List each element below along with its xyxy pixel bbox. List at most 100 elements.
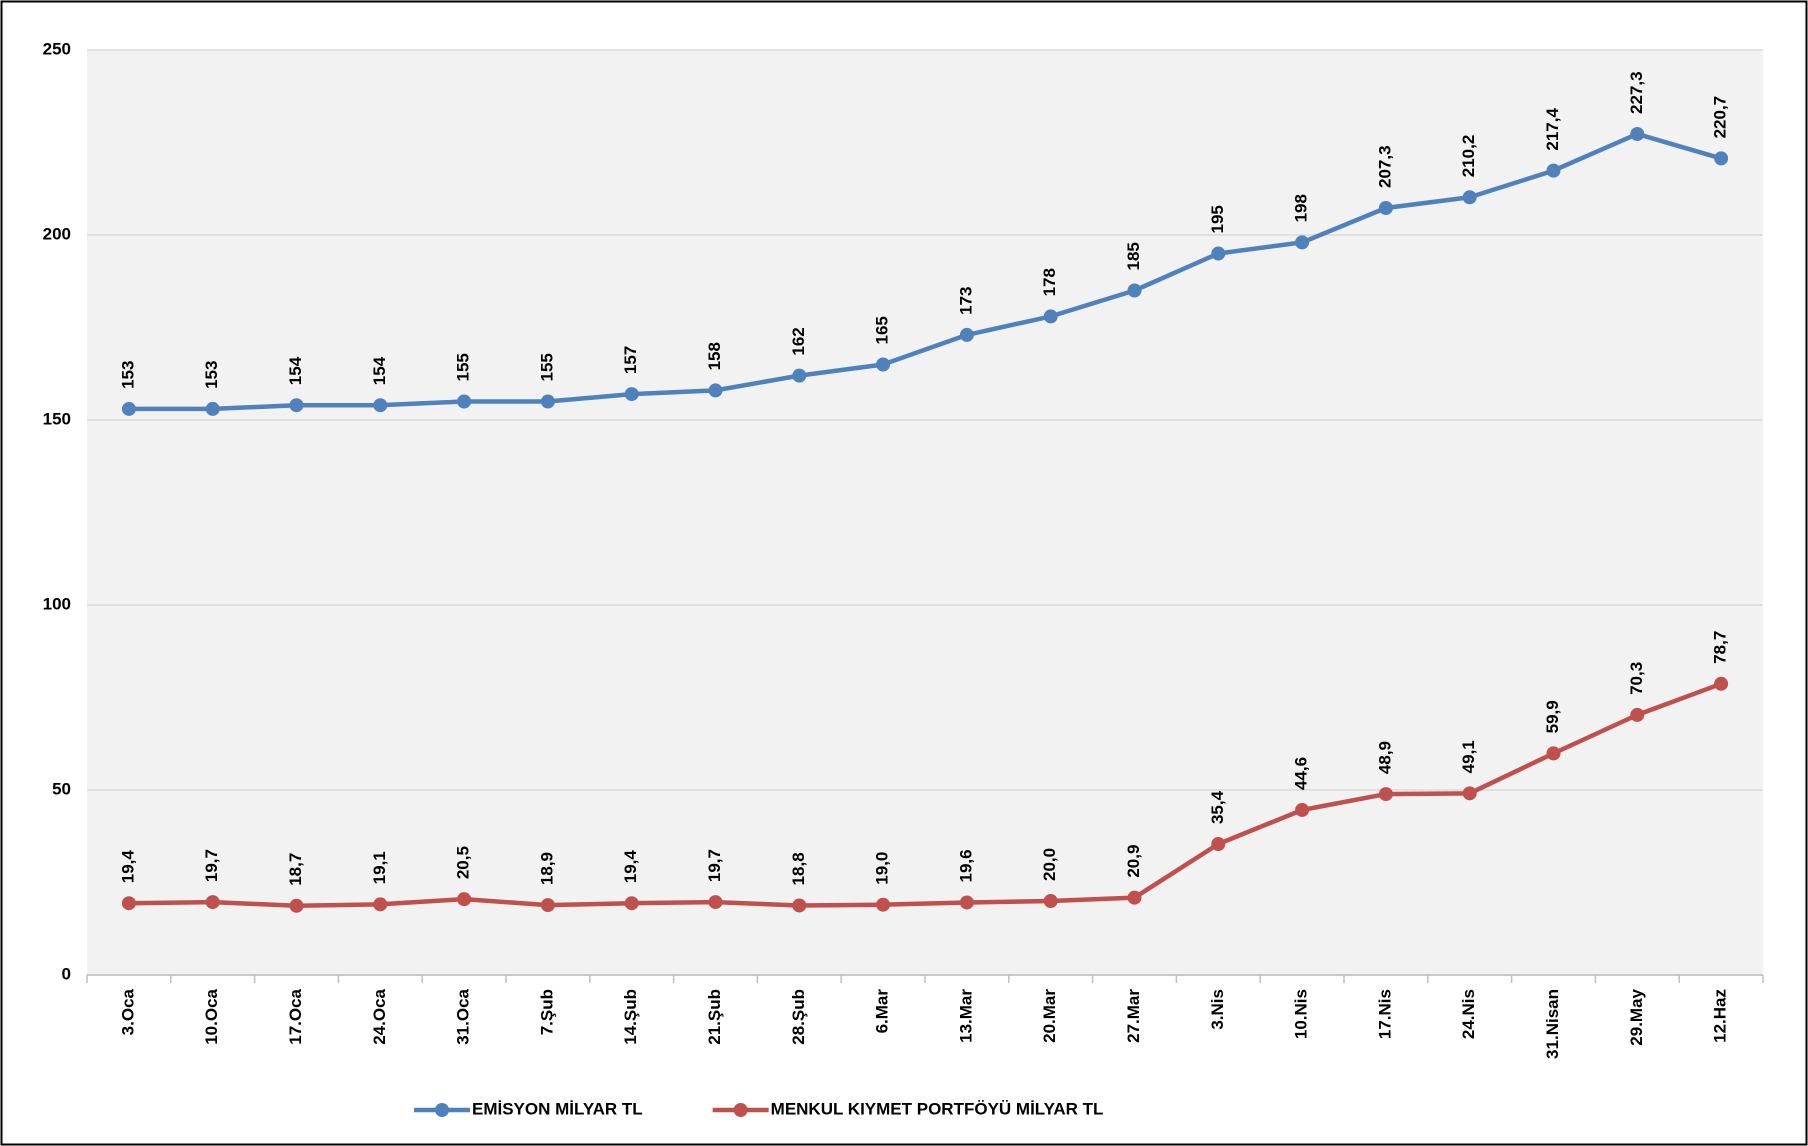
series-line [128,681,1722,909]
data-label: 220,7 [1711,96,1730,139]
data-label: 154 [286,356,305,385]
data-point [1462,786,1477,801]
data-label: 19,4 [118,850,137,884]
data-label: 19,7 [705,849,724,882]
y-tick-label: 250 [43,39,71,58]
legend-marker [435,1103,449,1117]
data-label: 18,9 [537,852,556,885]
legend-label: MENKUL KIYMET PORTFÖYÜ MİLYAR TL [771,1099,1104,1118]
x-tick-label: 20.Mar [1040,989,1059,1043]
y-tick-label: 150 [43,409,71,428]
data-point [792,368,807,383]
data-label: 157 [621,346,640,374]
data-label: 198 [1292,194,1311,222]
data-point [792,898,807,913]
data-point [1043,309,1058,324]
data-point [289,898,304,913]
data-label: 20,9 [1124,845,1143,878]
data-label: 165 [873,316,892,344]
data-point [540,898,555,913]
x-tick-label: 28.Şub [789,989,808,1045]
data-point [289,398,304,413]
data-point [540,394,555,409]
data-label: 44,6 [1292,757,1311,790]
data-point [1211,246,1226,261]
x-tick-label: 13.Mar [956,989,975,1043]
data-point [876,897,891,912]
x-tick-label: 31.Oca [454,988,473,1044]
data-point [1295,802,1310,817]
data-point [1211,837,1226,852]
y-tick-label: 200 [43,224,71,243]
data-label: 207,3 [1375,145,1394,188]
data-point [457,394,472,409]
data-label: 19,0 [873,852,892,885]
data-label: 19,4 [621,850,640,884]
data-point [1127,890,1142,905]
x-tick-label: 17.Nis [1375,989,1394,1039]
data-point [1127,283,1142,298]
x-tick-label: 21.Şub [705,989,724,1045]
data-point [876,357,891,372]
x-tick-label: 3.Oca [118,988,137,1035]
data-label: 158 [705,342,724,370]
plot-area [87,50,1763,975]
data-point [121,896,136,911]
data-label: 49,1 [1459,740,1478,773]
x-tick-label: 3.Nis [1208,989,1227,1030]
x-tick-label: 17.Oca [286,988,305,1044]
data-point [205,401,220,416]
data-label: 217,4 [1543,108,1562,151]
x-tick-label: 7.Şub [537,989,556,1035]
data-label: 153 [118,361,137,389]
data-label: 18,7 [286,853,305,886]
x-tick-label: 29.May [1627,988,1646,1045]
data-point [373,398,388,413]
data-point [624,387,639,402]
data-label: 48,9 [1375,741,1394,774]
data-point [1462,190,1477,205]
series-line [128,131,1722,412]
x-tick-label: 24.Nis [1459,989,1478,1039]
x-tick-label: 24.Oca [370,988,389,1044]
y-tick-label: 100 [43,594,71,613]
data-label: 173 [956,287,975,315]
data-label: 227,3 [1627,71,1646,114]
legend-label: EMİSYON MİLYAR TL [472,1099,643,1118]
data-label: 185 [1124,242,1143,270]
y-tick-label: 50 [52,779,71,798]
data-point [457,892,472,907]
x-tick-label: 6.Mar [873,989,892,1034]
data-label: 19,7 [202,849,221,882]
data-point [1546,746,1561,761]
data-label: 155 [537,353,556,381]
data-label: 59,9 [1543,700,1562,733]
data-point [1630,126,1645,141]
legend-marker [733,1103,748,1117]
data-label: 155 [454,353,473,381]
data-label: 19,1 [370,851,389,884]
data-label: 153 [202,361,221,389]
data-label: 210,2 [1459,135,1478,178]
data-label: 154 [370,356,389,385]
data-point [1630,707,1645,722]
data-label: 178 [1040,268,1059,296]
x-tick-label: 12.Haz [1711,989,1730,1043]
data-point [1378,200,1393,215]
x-tick-label: 14.Şub [621,989,640,1045]
data-point [959,327,974,342]
data-label: 20,5 [454,846,473,879]
data-point [373,897,388,912]
data-label: 195 [1208,205,1227,233]
data-label: 70,3 [1627,662,1646,695]
x-tick-label: 31.Nisan [1543,989,1562,1059]
data-label: 19,6 [956,849,975,882]
data-point [708,383,723,398]
data-point [1714,151,1729,166]
data-point [121,401,136,416]
data-point [624,896,639,911]
data-point [1546,163,1561,178]
data-point [1295,235,1310,250]
x-tick-label: 10.Nis [1292,989,1311,1039]
